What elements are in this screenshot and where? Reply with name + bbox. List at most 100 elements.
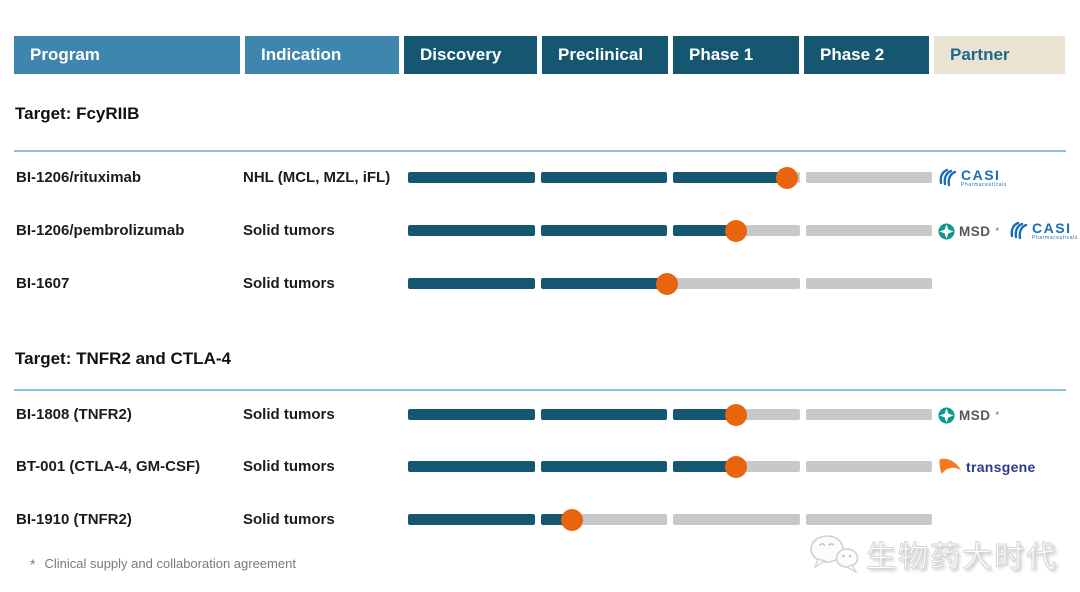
msd-icon (938, 222, 955, 240)
segment-fill (408, 278, 535, 289)
segment-phase-1 (673, 172, 800, 183)
msd-icon (938, 406, 955, 424)
section-divider (14, 150, 1066, 152)
phase-progress-bar (408, 508, 932, 531)
section-divider (14, 389, 1066, 391)
segment-discovery (408, 409, 535, 420)
indication: Solid tumors (243, 222, 335, 239)
segment-fill (673, 461, 737, 472)
segment-fill (408, 461, 535, 472)
column-header-phase-2: Phase 2 (804, 36, 929, 74)
segment-preclinical (540, 225, 667, 236)
indication: Solid tumors (243, 406, 335, 423)
wechat-icon (810, 535, 859, 574)
progress-dot (775, 166, 798, 189)
segment-discovery (408, 225, 535, 236)
casi-icon (939, 168, 957, 187)
column-header-program: Program (14, 36, 240, 74)
indication: NHL (MCL, MZL, iFL) (243, 169, 391, 186)
column-header-partner: Partner (934, 36, 1065, 74)
progress-dot (725, 455, 748, 478)
segment-discovery (408, 461, 535, 472)
segment-discovery (408, 278, 535, 289)
casi-wordmark: CASI (961, 167, 1001, 183)
segment-preclinical (540, 409, 667, 420)
section-title: Target: FcyRIIB (15, 104, 140, 123)
casi-logo: CASI Pharmaceuticals (1009, 221, 1078, 241)
progress-dot (561, 508, 584, 531)
header-row: Program Indication Discovery Preclinical Pha… (14, 36, 1065, 74)
partner-cell: MSD * CASI Pharmaceuticals (938, 218, 1078, 244)
phase-progress-bar (408, 272, 932, 295)
column-header-discovery: Discovery (404, 36, 537, 74)
transgene-wordmark: transgene (966, 459, 1036, 475)
segment-preclinical (540, 172, 667, 183)
footnote-asterisk: * (30, 556, 36, 572)
footnote-text: Clinical supply and collaboration agreem… (44, 556, 296, 571)
indication: Solid tumors (243, 458, 335, 475)
section-title: Target: TNFR2 and CTLA-4 (15, 349, 231, 368)
indication: Solid tumors (243, 275, 335, 292)
partner-cell: CASI Pharmaceuticals (938, 165, 1007, 191)
program-name: BI-1808 (TNFR2) (16, 406, 132, 423)
program-name: BI-1607 (16, 275, 70, 292)
program-name: BI-1206/rituximab (16, 169, 142, 186)
transgene-logo: transgene (938, 458, 1036, 477)
program-name: BT-001 (CTLA-4, GM-CSF) (16, 458, 201, 475)
casi-logo: CASI Pharmaceuticals (938, 168, 1007, 188)
segment-fill (673, 225, 737, 236)
progress-dot (725, 403, 748, 426)
segment-fill (408, 225, 535, 236)
segment-phase-2 (805, 172, 932, 183)
segment-fill (540, 278, 667, 289)
casi-wordmark: CASI (1032, 220, 1072, 236)
column-header-indication: Indication (245, 36, 399, 74)
segment-phase-1 (673, 278, 800, 289)
msd-wordmark: MSD (959, 407, 991, 423)
segment-discovery (408, 172, 535, 183)
watermark-text: 生物药大时代 (866, 541, 1058, 575)
program-name: BI-1910 (TNFR2) (16, 511, 132, 528)
segment-phase-2 (805, 409, 932, 420)
msd-wordmark: MSD (959, 223, 991, 239)
casi-subtext: Pharmaceuticals (1032, 235, 1078, 241)
transgene-icon (939, 458, 962, 474)
segment-fill (408, 172, 535, 183)
segment-fill (408, 409, 535, 420)
partner-cell: MSD * (938, 402, 999, 428)
phase-progress-bar (408, 219, 932, 242)
watermark: 生物药大时代 (808, 532, 1058, 576)
casi-icon (1010, 221, 1028, 240)
segment-fill (673, 409, 737, 420)
msd-asterisk: * (995, 225, 1000, 236)
column-header-phase-1: Phase 1 (673, 36, 799, 74)
segment-phase-2 (805, 461, 932, 472)
segment-phase-2 (805, 225, 932, 236)
casi-subtext: Pharmaceuticals (961, 182, 1007, 188)
indication: Solid tumors (243, 511, 335, 528)
segment-fill (540, 514, 573, 525)
progress-dot (725, 219, 748, 242)
partner-cell: transgene (938, 454, 1036, 480)
msd-logo: MSD * (938, 222, 1000, 240)
segment-fill (540, 225, 667, 236)
footnote: * Clinical supply and collaboration agree… (30, 556, 296, 572)
segment-preclinical (540, 461, 667, 472)
segment-fill (408, 514, 535, 525)
segment-phase-2 (805, 278, 932, 289)
progress-dot (656, 272, 678, 295)
segment-preclinical (540, 278, 667, 289)
segment-fill (540, 172, 667, 183)
segment-discovery (408, 514, 535, 525)
msd-asterisk: * (995, 409, 1000, 420)
segment-phase-2 (805, 514, 932, 525)
phase-progress-bar (408, 166, 932, 189)
segment-fill (540, 409, 667, 420)
program-name: BI-1206/pembrolizumab (16, 222, 185, 239)
phase-progress-bar (408, 455, 932, 478)
segment-phase-1 (673, 514, 800, 525)
msd-logo: MSD * (938, 406, 1000, 424)
phase-progress-bar (408, 403, 932, 426)
segment-fill (673, 172, 787, 183)
